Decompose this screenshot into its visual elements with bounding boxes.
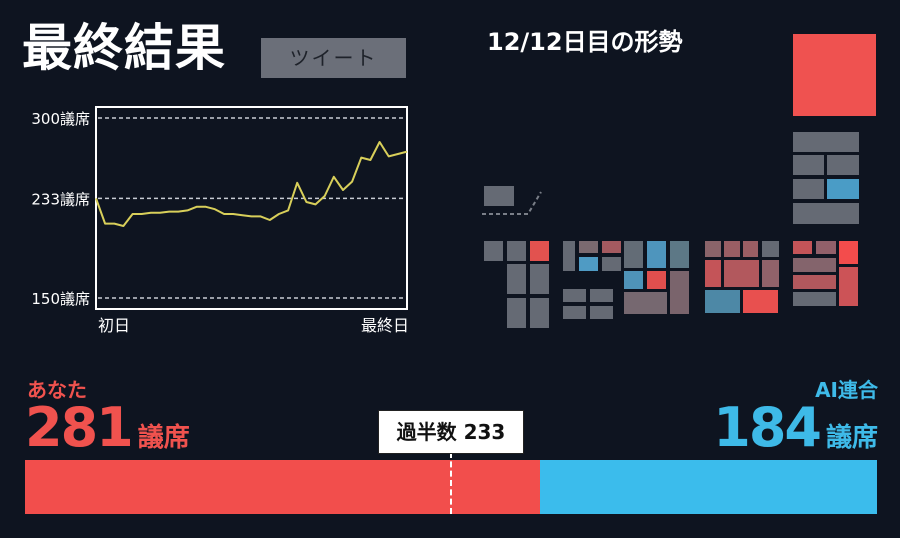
tweet-button[interactable]: ツイート <box>261 38 406 78</box>
prefecture-blocks <box>484 34 876 328</box>
seat-trend-line <box>95 141 408 227</box>
prefecture-block <box>602 241 621 253</box>
you-seat-bar <box>25 460 540 514</box>
prefecture-block <box>484 186 514 206</box>
prefecture-block <box>827 179 859 199</box>
prefecture-block <box>484 241 503 261</box>
japan-seat-map <box>482 34 876 328</box>
day-status-label: 12/12日目の形勢 <box>487 28 683 56</box>
prefecture-block <box>530 241 549 261</box>
ai-party-label: AI連合 <box>815 378 878 402</box>
prefecture-block <box>705 290 740 313</box>
prefecture-block <box>816 241 836 254</box>
prefecture-block <box>839 267 858 306</box>
you-party-label: あなた <box>27 378 87 402</box>
prefecture-block <box>793 34 876 116</box>
prefecture-block <box>827 155 859 175</box>
you-seat-count: 281 議席 <box>25 398 190 458</box>
prefecture-block <box>724 260 759 287</box>
x-tick-label: 初日 <box>98 316 130 335</box>
y-tick-label: 300議席 <box>31 110 90 128</box>
prefecture-block <box>705 241 721 257</box>
you-seat-number: 281 <box>25 396 134 459</box>
prefecture-block <box>793 275 836 289</box>
prefecture-block <box>762 260 779 287</box>
chart-x-axis-labels: 初日 最終日 <box>98 316 409 335</box>
prefecture-block <box>705 260 721 287</box>
prefecture-block <box>530 298 549 328</box>
prefecture-block <box>507 298 526 328</box>
prefecture-block <box>563 241 575 271</box>
prefecture-block <box>579 241 598 253</box>
prefecture-block <box>724 241 740 257</box>
prefecture-block <box>793 132 859 152</box>
majority-marker-line <box>450 452 452 514</box>
seat-history-chart: 300議席 233議席 150議席 初日 最終日 <box>31 106 409 335</box>
prefecture-block <box>839 241 858 264</box>
page-title: 最終結果 <box>22 19 226 77</box>
prefecture-block <box>507 241 526 261</box>
prefecture-block <box>624 292 667 314</box>
prefecture-block <box>624 271 643 289</box>
prefecture-block <box>743 290 778 313</box>
prefecture-block <box>793 179 824 199</box>
prefecture-block <box>507 264 526 294</box>
ai-seat-count: 184 議席 <box>713 398 878 458</box>
prefecture-block <box>743 241 758 257</box>
okinawa-region <box>484 186 514 206</box>
prefecture-block <box>762 241 779 257</box>
prefecture-block <box>530 264 549 294</box>
prefecture-block <box>590 306 613 319</box>
ai-seat-number: 184 <box>713 396 822 459</box>
prefecture-block <box>647 271 666 289</box>
prefecture-block <box>590 289 613 302</box>
majority-label: 過半数 233 <box>378 410 524 454</box>
chart-frame <box>95 106 408 310</box>
ai-seat-unit: 議席 <box>825 423 878 453</box>
ai-seat-bar <box>539 460 877 514</box>
prefecture-block <box>624 241 643 268</box>
prefecture-block <box>647 241 666 268</box>
prefecture-block <box>793 258 836 272</box>
prefecture-block <box>793 203 859 224</box>
y-tick-label: 150議席 <box>31 290 90 308</box>
prefecture-block <box>563 306 586 319</box>
prefecture-block <box>670 241 689 268</box>
prefecture-block <box>602 257 621 271</box>
y-tick-label: 233議席 <box>31 190 90 208</box>
x-tick-label: 最終日 <box>361 316 409 335</box>
chart-y-axis-labels: 300議席 233議席 150議席 <box>31 110 90 308</box>
prefecture-block <box>579 257 598 271</box>
prefecture-block <box>793 155 824 175</box>
chart-gridlines <box>98 117 405 299</box>
prefecture-block <box>563 289 586 302</box>
prefecture-block <box>793 241 812 254</box>
okinawa-separator-line <box>482 191 542 215</box>
seat-share-bar <box>25 460 877 514</box>
prefecture-block <box>793 292 836 306</box>
you-seat-unit: 議席 <box>137 423 190 453</box>
prefecture-block <box>670 271 689 314</box>
